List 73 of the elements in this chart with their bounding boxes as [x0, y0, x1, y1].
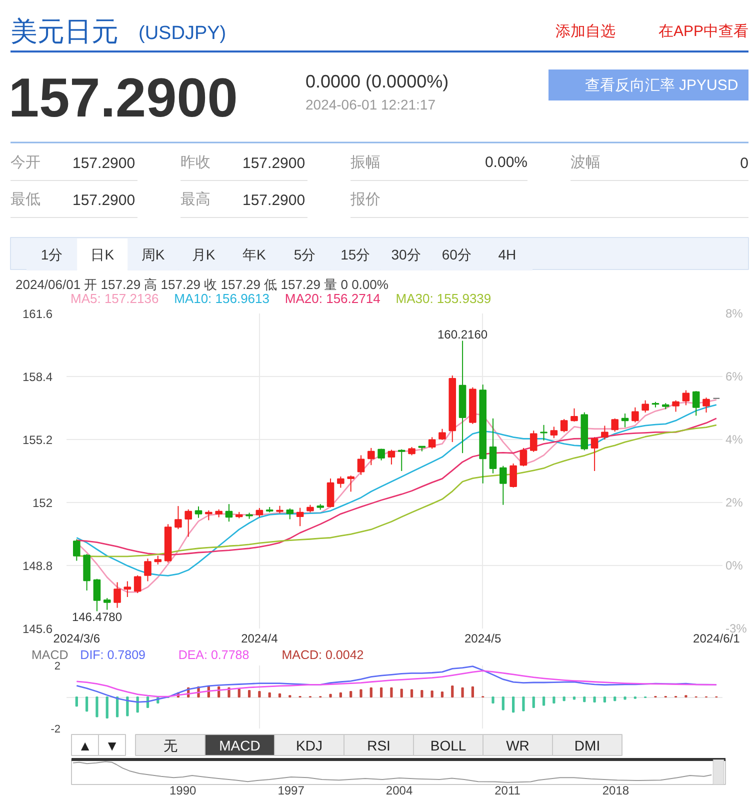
y-tick-label: 155.2	[22, 433, 53, 447]
text: 昨收	[180, 154, 210, 171]
category-label: 30分	[391, 246, 421, 262]
y2-tick-label: 6%	[726, 369, 744, 384]
category-label: ▼	[105, 738, 119, 754]
text: MA30: 155.9339	[396, 291, 492, 306]
text: 今开	[10, 154, 40, 171]
category-label: 月K	[192, 246, 216, 262]
text: MA10: 156.9613	[174, 291, 270, 306]
y-tick-label: 2	[54, 660, 61, 672]
x-tick-label: 2024/5	[464, 632, 502, 646]
text: 波幅	[570, 154, 600, 171]
y-tick-label: 158.4	[22, 370, 53, 384]
text: MA5: 157.2136	[70, 291, 159, 306]
category-label: 1分	[40, 246, 63, 262]
text: 振幅	[350, 154, 380, 171]
x-tick-label: 2024/6/1	[693, 632, 740, 646]
text: 0	[740, 155, 748, 172]
text: 157.2900	[8, 66, 238, 128]
y-tick-label: 148.8	[22, 559, 53, 573]
category-label: KDJ	[296, 738, 322, 754]
text: MACD: 0.0042	[282, 648, 364, 662]
category-label: ▲	[78, 738, 92, 754]
text: 在APP中查看	[658, 23, 748, 40]
y-tick-label: 152	[32, 496, 53, 510]
x-tick-label: 2011	[494, 784, 521, 798]
category-label: 15分	[340, 246, 370, 262]
text: 报价	[350, 191, 380, 208]
series-label: DIF: 0.7809	[80, 648, 146, 662]
category-label: MACD	[219, 738, 260, 754]
text: 0.0000 (0.0000%)	[306, 72, 449, 92]
text: 美元日元	[10, 16, 118, 46]
chart-title: MACD	[32, 648, 68, 662]
category-label: BOLL	[430, 738, 466, 754]
text: 2024-06-01 12:21:17	[306, 96, 436, 112]
annotation: 146.4780	[72, 610, 122, 624]
x-tick-label: 2024/3/6	[53, 632, 100, 646]
category-label: WR	[506, 738, 530, 754]
text: 最低	[10, 191, 40, 208]
y-tick-label: -2	[50, 724, 60, 736]
text: 最高	[180, 191, 210, 208]
text: 157.2900	[72, 155, 136, 172]
category-label: 4H	[498, 246, 516, 262]
category-label: 60分	[442, 246, 472, 262]
category-label: 日K	[90, 246, 115, 262]
category-label: 无	[163, 738, 178, 754]
text: 查看反向汇率 JPYUSD	[584, 77, 738, 94]
text: MA20: 156.2714	[284, 291, 380, 306]
category-label: 5分	[294, 246, 316, 262]
text: 157.2900	[242, 192, 306, 209]
y2-tick-label: 4%	[726, 432, 744, 446]
y2-tick-label: 0%	[726, 558, 744, 573]
y-tick-label: 145.6	[22, 622, 53, 636]
annotation: 160.2160	[438, 328, 488, 342]
category-label: RSI	[367, 738, 390, 754]
x-tick-label: 1997	[278, 784, 305, 798]
y2-tick-label: 8%	[726, 306, 744, 320]
x-tick-label: 2024/4	[241, 632, 278, 646]
y-tick-label: 161.6	[22, 307, 53, 321]
text: 0.00%	[484, 154, 528, 171]
category-label: 周K	[141, 246, 166, 262]
text: (USDJPY)	[138, 23, 226, 44]
x-tick-label: 2004	[386, 784, 413, 798]
category-label: 年K	[242, 246, 267, 262]
x-tick-label: 2018	[602, 784, 630, 798]
x-tick-label: 1990	[169, 784, 196, 798]
text: 157.2900	[242, 155, 306, 172]
category-label: DMI	[574, 738, 600, 754]
text: 2024/06/01 开 157.29 高 157.29 收 157.29 低 157.29 量 0 0.00%	[16, 277, 389, 292]
text: DEA: 0.7788	[178, 648, 250, 662]
text: 添加自选	[556, 23, 616, 40]
text: 157.2900	[72, 192, 136, 209]
y2-tick-label: 2%	[726, 495, 744, 510]
